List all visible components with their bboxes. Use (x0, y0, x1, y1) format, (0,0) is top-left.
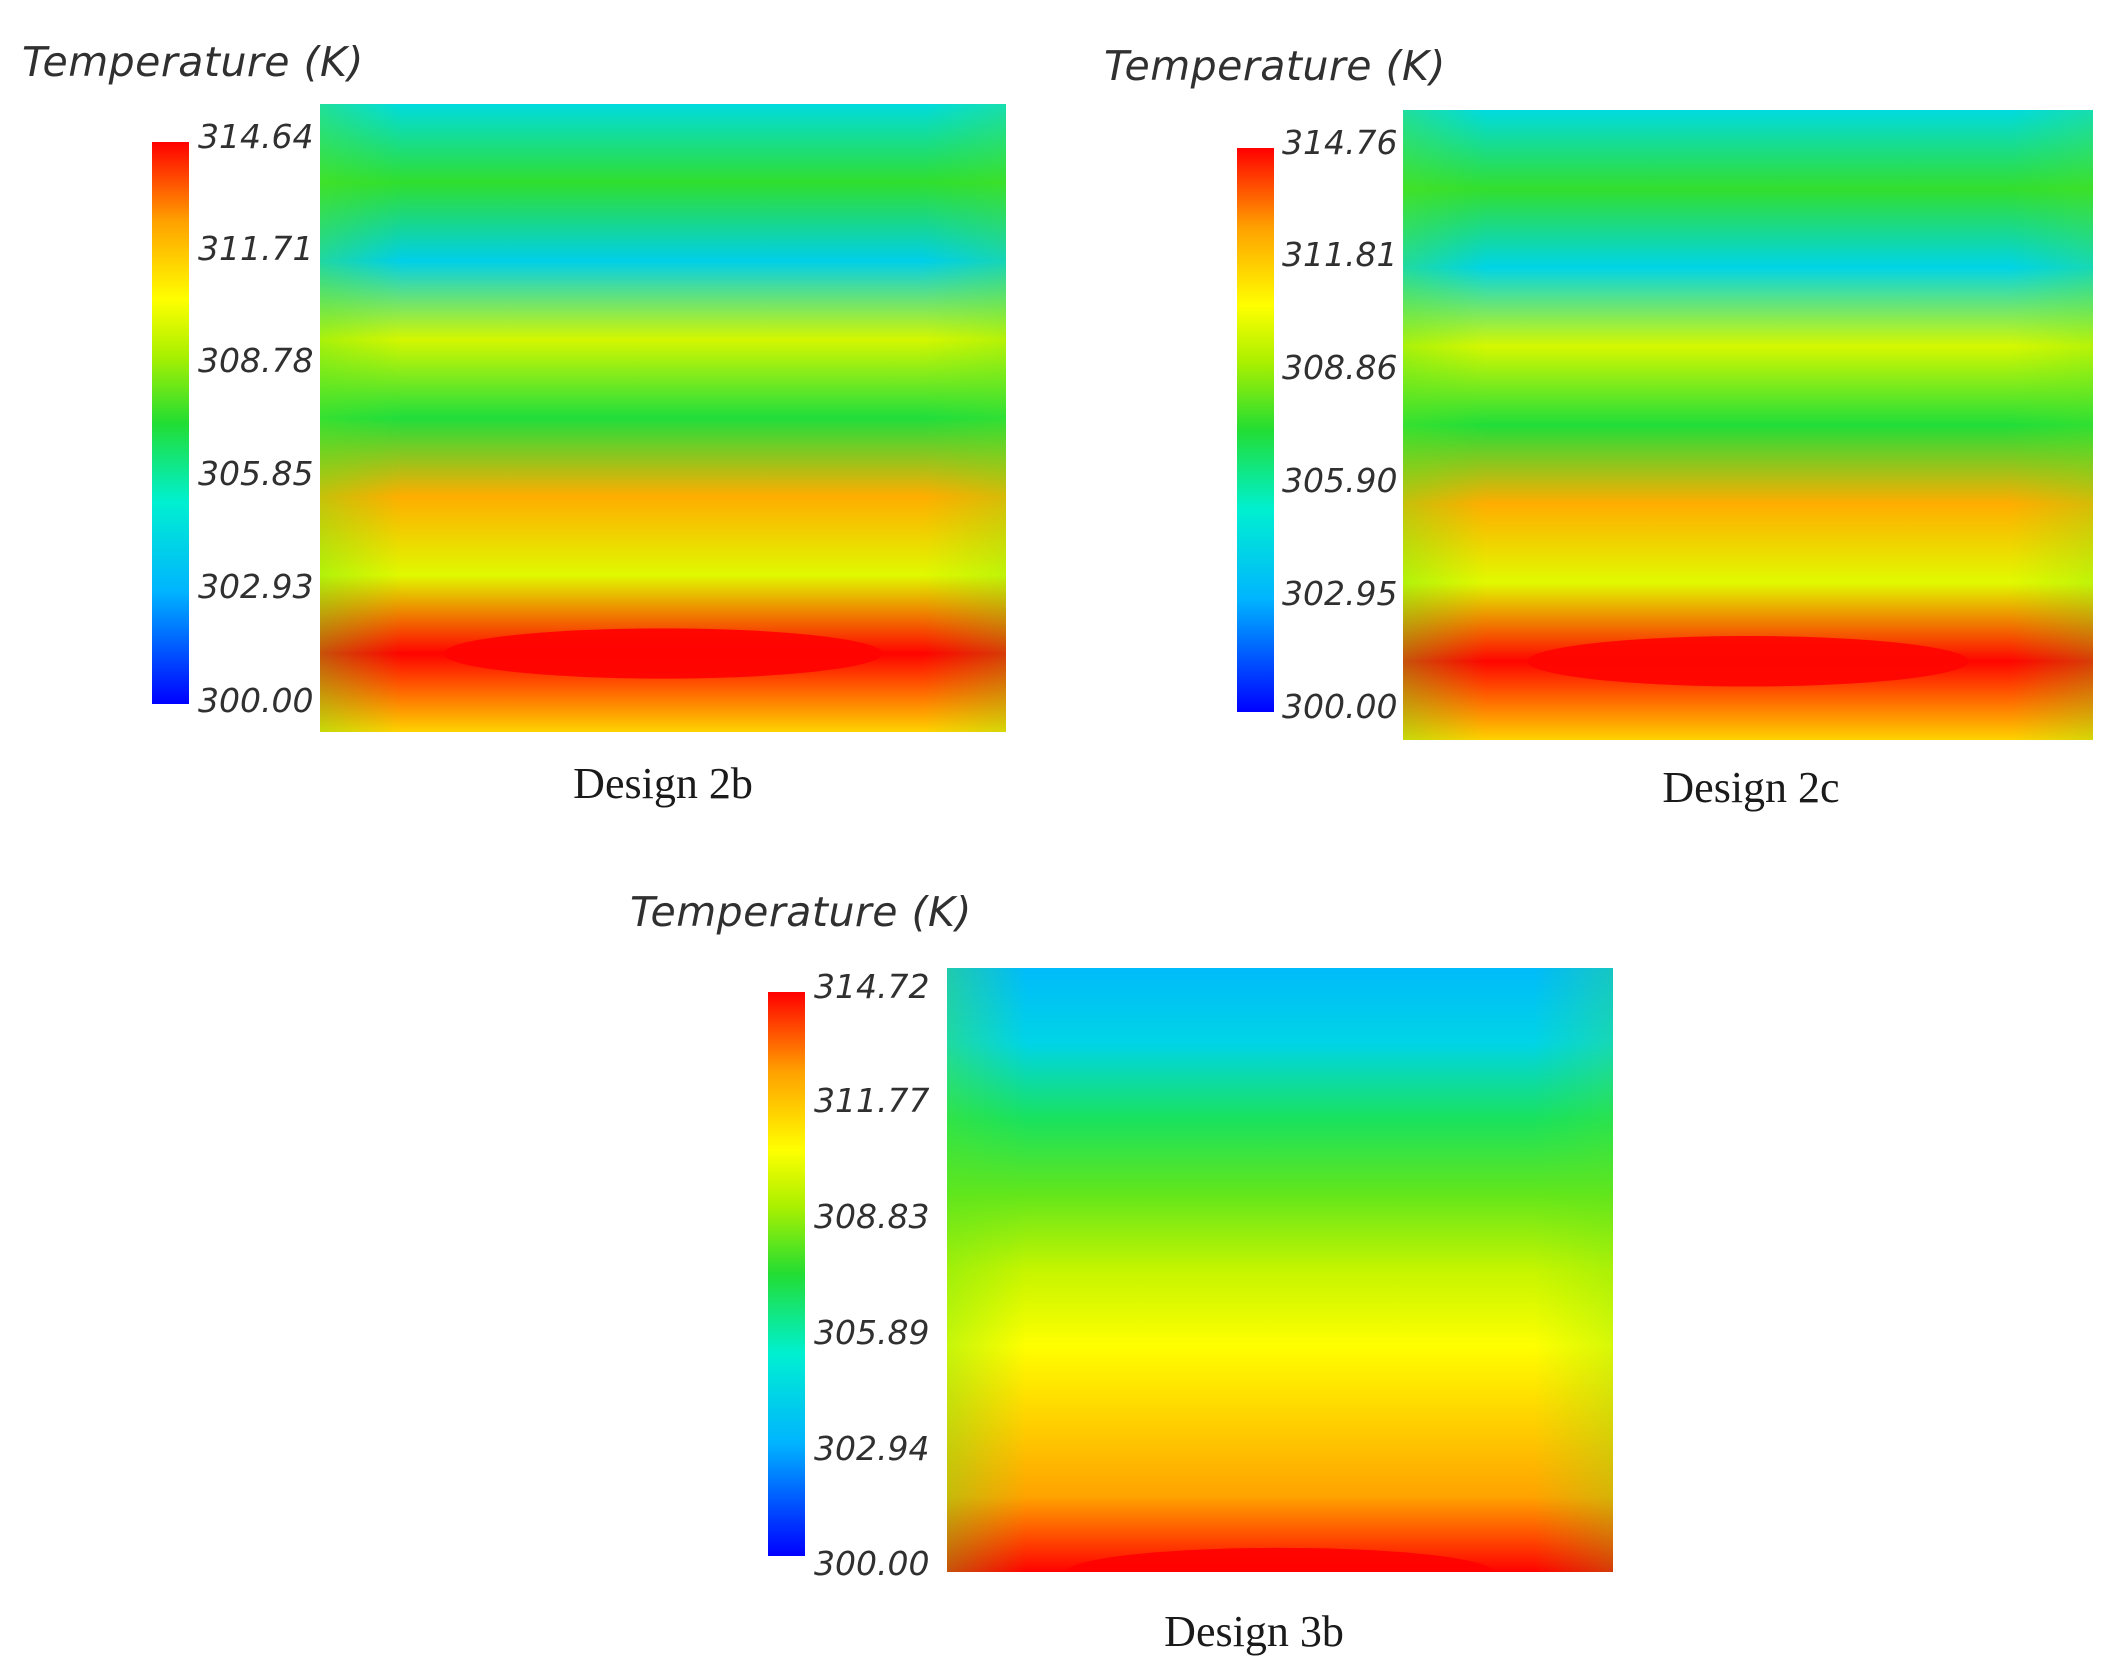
temperature-field-canvas (320, 104, 1006, 732)
temperature-field-canvas (947, 968, 1613, 1572)
colorbar-tick-max: 314.72 (814, 967, 930, 1006)
colorbar (1237, 148, 1274, 712)
hot-spot (443, 628, 883, 679)
colorbar-tick: 305.90 (1282, 461, 1398, 500)
temperature-field (947, 968, 1613, 1572)
colorbar-tick: 305.89 (814, 1313, 930, 1352)
colorbar-tick: 308.86 (1282, 348, 1398, 387)
colorbar-title: Temperature (K) (22, 38, 364, 86)
temperature-field-canvas (1403, 110, 2093, 740)
colorbar-tick-min: 300.00 (1282, 687, 1398, 726)
edge-cooling-overlay (1403, 110, 2093, 740)
colorbar-tick: 308.78 (198, 341, 314, 380)
colorbar-tick: 308.83 (814, 1197, 930, 1236)
colorbar (152, 142, 189, 704)
colorbar-tick-max: 314.76 (1282, 123, 1398, 162)
design-caption: Design 2c (1662, 763, 1840, 812)
edge-cooling-overlay (947, 968, 1613, 1572)
colorbar-tick: 305.85 (198, 454, 314, 493)
design-caption: Design 2b (573, 759, 753, 808)
colorbar-title: Temperature (K) (1104, 42, 1446, 90)
temperature-field (1403, 110, 2093, 740)
colorbar-tick: 311.77 (814, 1081, 930, 1120)
design-caption: Design 3b (1164, 1607, 1344, 1656)
edge-cooling-overlay (320, 104, 1006, 732)
heatmap-panel-2c: Temperature (K) 314.76 311.81 308.86 305… (1100, 38, 2110, 812)
temperature-field (320, 104, 1006, 732)
colorbar-gradient (152, 142, 189, 704)
colorbar-tick-min: 300.00 (814, 1544, 930, 1583)
colorbar-tick: 302.94 (814, 1429, 930, 1468)
colorbar-tick-max: 314.64 (198, 117, 314, 156)
colorbar-gradient (768, 992, 805, 1556)
heatmap-panel-2b: Temperature (K) 314.64 311.71 308.78 305… (12, 34, 1012, 808)
colorbar (768, 992, 805, 1556)
colorbar-tick: 311.81 (1282, 235, 1398, 274)
colorbar-gradient (1237, 148, 1274, 712)
colorbar-tick: 302.95 (1282, 574, 1398, 613)
colorbar-tick: 302.93 (198, 567, 314, 606)
hot-spot (1527, 636, 1969, 687)
colorbar-tick-min: 300.00 (198, 681, 314, 720)
hot-spot (1066, 1547, 1494, 1572)
colorbar-title: Temperature (K) (630, 888, 972, 936)
heatmap-panel-3b: Temperature (K) 314.72 311.77 308.83 305… (628, 884, 1628, 1674)
colorbar-tick: 311.71 (198, 229, 314, 268)
